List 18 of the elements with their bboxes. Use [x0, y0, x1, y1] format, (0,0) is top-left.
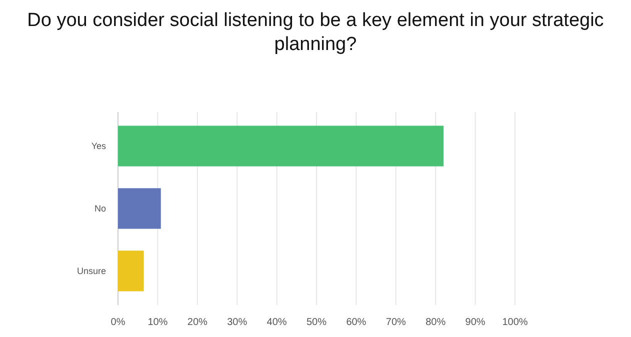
x-tick-label: 10% [148, 317, 168, 328]
x-tick-label: 20% [187, 317, 208, 328]
bar [118, 126, 444, 166]
x-tick-label: 60% [346, 317, 366, 328]
y-tick-label: Yes [91, 141, 106, 152]
x-tick-label: 30% [227, 317, 248, 328]
y-tick-label: Unsure [76, 266, 106, 276]
x-tick-label: 0% [110, 317, 126, 328]
x-tick-label: 50% [306, 317, 327, 328]
bar [118, 188, 161, 229]
x-tick-label: 90% [465, 317, 486, 328]
x-tick-label: 100% [502, 317, 528, 328]
bar [118, 250, 144, 292]
chart-title: Do you consider social listening to be a key element in your strategic planning? [27, 10, 604, 55]
x-tick-label: 80% [426, 317, 446, 328]
x-tick-label: 70% [386, 317, 406, 328]
x-tick-label: 40% [266, 317, 287, 328]
y-tick-label: No [94, 204, 106, 214]
